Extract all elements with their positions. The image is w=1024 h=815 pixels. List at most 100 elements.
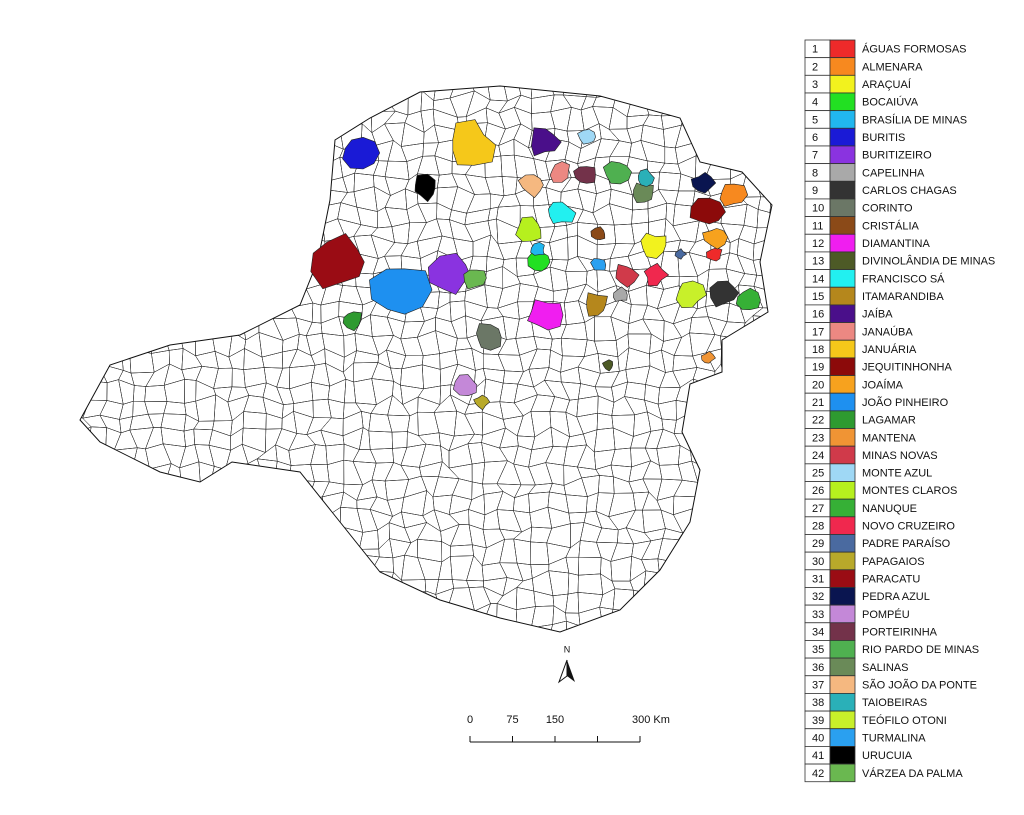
municipality-highlight — [463, 269, 487, 290]
municipality-highlight — [515, 216, 542, 242]
municipality-highlight — [640, 232, 667, 259]
legend-swatch — [829, 481, 856, 500]
legend-label: JOÃO PINHEIRO — [862, 396, 949, 409]
legend-label: JANAÚBA — [862, 325, 913, 338]
legend-swatch — [829, 463, 856, 482]
legend-label: PORTEIRINHA — [862, 627, 938, 639]
legend-number: 17 — [812, 326, 824, 338]
municipality-highlight — [706, 247, 723, 262]
legend-swatch — [829, 269, 856, 288]
legend-label: BOCAIÚVA — [862, 96, 919, 109]
legend-number: 1 — [812, 44, 818, 56]
legend-number: 20 — [812, 379, 824, 391]
legend-label: CRISTÁLIA — [862, 219, 920, 232]
legend-label: MONTE AZUL — [862, 468, 932, 480]
municipality-highlight — [427, 252, 471, 295]
municipality-highlight — [342, 311, 362, 332]
legend-label: CORINTO — [862, 203, 913, 215]
legend-swatch — [829, 516, 856, 535]
legend-swatch — [829, 39, 856, 59]
legend-number: 31 — [812, 574, 824, 586]
legend-swatch — [829, 74, 856, 94]
municipality-highlight — [602, 161, 632, 185]
legend-label: JOAÍMA — [862, 378, 904, 391]
legend-label: SALINAS — [862, 662, 908, 674]
municipality-highlight — [586, 292, 608, 317]
legend-label: MANTENA — [862, 432, 916, 444]
legend-swatch — [829, 392, 856, 412]
legend-swatch — [829, 322, 856, 341]
legend-number: 37 — [812, 679, 824, 691]
north-label: N — [564, 644, 571, 654]
municipality-highlight — [414, 173, 436, 203]
legend: 1 ÁGUAS FORMOSAS 2 ALMENARA 3 ARAÇUAÍ 4 BOCAIÚV… — [804, 39, 995, 783]
municipality-highlight — [452, 119, 497, 166]
legend-label: NANUQUE — [862, 503, 917, 515]
legend-label: PAPAGAIOS — [862, 556, 925, 568]
municipality-highlight — [590, 226, 606, 241]
legend-swatch — [829, 640, 856, 659]
legend-label: NOVO CRUZEIRO — [862, 521, 955, 533]
legend-number: 2 — [812, 61, 818, 73]
municipality-highlight — [612, 286, 628, 302]
municipality-highlight — [643, 262, 670, 287]
legend-label: SÃO JOÃO DA PONTE — [862, 678, 977, 691]
map — [79, 85, 773, 633]
municipality-highlight — [602, 359, 614, 372]
legend-label: CAPELINHA — [862, 167, 925, 179]
legend-label: MINAS NOVAS — [862, 450, 938, 462]
municipality-highlight — [527, 251, 551, 272]
legend-swatch — [829, 693, 856, 712]
legend-number: 22 — [812, 415, 824, 427]
legend-swatch — [829, 163, 856, 182]
legend-label: PEDRA AZUL — [862, 591, 930, 603]
legend-number: 10 — [812, 203, 824, 215]
municipality-highlight — [530, 241, 545, 256]
municipality-borders — [80, 86, 772, 632]
municipality-highlight — [517, 174, 544, 199]
municipality-highlight — [573, 166, 596, 184]
legend-swatch — [829, 127, 856, 147]
legend-swatch — [829, 304, 856, 323]
municipality-highlight — [675, 280, 707, 309]
legend-swatch — [829, 569, 856, 588]
legend-label: MONTES CLAROS — [862, 485, 957, 497]
legend-label: TEÓFILO OTONI — [862, 714, 947, 727]
municipality-highlight — [735, 287, 761, 311]
legend-number: 26 — [812, 485, 824, 497]
north-arrow: N — [557, 644, 575, 684]
municipality-highlight — [476, 323, 502, 351]
legend-number: 40 — [812, 732, 824, 744]
legend-number: 12 — [812, 238, 824, 250]
north-arrow-right — [567, 660, 575, 682]
legend-number: 4 — [812, 97, 818, 109]
legend-label: VÁRZEA DA PALMA — [862, 767, 963, 780]
municipality-highlight — [615, 264, 640, 288]
legend-label: ARAÇUAÍ — [862, 78, 912, 91]
legend-number: 19 — [812, 362, 824, 374]
municipality-highlight — [549, 161, 570, 183]
legend-number: 28 — [812, 521, 824, 533]
municipalities — [80, 86, 772, 632]
municipality-highlight — [452, 374, 478, 397]
legend-label: JANUÁRIA — [862, 343, 917, 356]
legend-label: LAGAMAR — [862, 415, 916, 427]
municipality-highlight — [310, 233, 365, 290]
legend-swatch — [829, 675, 856, 694]
legend-label: URUCUIA — [862, 750, 913, 762]
legend-swatch — [829, 92, 856, 112]
legend-number: 38 — [812, 697, 824, 709]
municipality-highlight — [369, 268, 433, 315]
legend-label: CARLOS CHAGAS — [862, 185, 957, 197]
scale-label: 75 — [506, 714, 518, 726]
legend-swatch — [829, 198, 856, 218]
legend-number: 15 — [812, 291, 824, 303]
legend-number: 30 — [812, 556, 824, 568]
legend-number: 11 — [812, 220, 823, 232]
legend-number: 18 — [812, 344, 824, 356]
legend-number: 8 — [812, 167, 818, 179]
legend-label: BURITIS — [862, 132, 905, 144]
legend-number: 3 — [812, 79, 818, 91]
municipality-highlight — [674, 248, 688, 260]
